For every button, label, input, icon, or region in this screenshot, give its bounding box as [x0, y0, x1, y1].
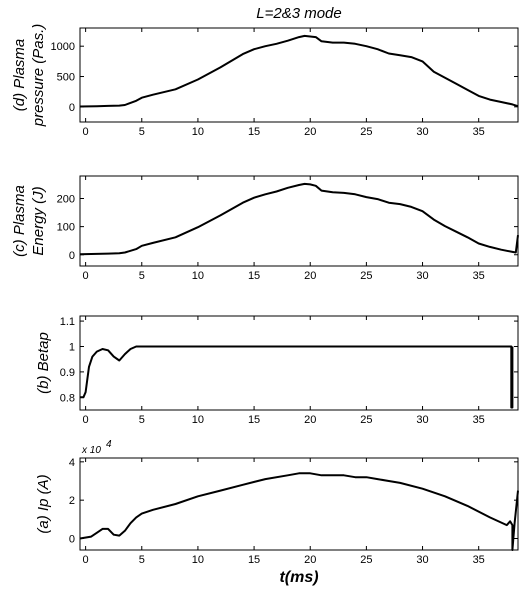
x-tick-label: 10	[192, 270, 204, 282]
x-tick-label: 5	[139, 414, 145, 426]
y-tick-label: 0	[69, 250, 75, 262]
y-tick-label: 0.9	[60, 367, 75, 379]
y-axis-label: Energy (J)	[30, 186, 47, 255]
series-line-d	[79, 34, 519, 108]
x-tick-label: 25	[360, 270, 372, 282]
x-tick-label: 0	[83, 270, 89, 282]
x-axis-label: t(ms)	[279, 569, 318, 586]
y-tick-label: 0	[69, 534, 75, 546]
y-tick-label: 1000	[51, 41, 75, 53]
y-tick-label: 1	[69, 341, 75, 353]
x-tick-label: 10	[192, 126, 204, 138]
x-tick-label: 15	[248, 270, 260, 282]
x-tick-label: 10	[192, 554, 204, 566]
x-tick-label: 35	[473, 554, 485, 566]
plot-frame-c	[79, 175, 519, 267]
x-tick-label: 25	[360, 554, 372, 566]
y-axis-label: (c) Plasma	[11, 185, 28, 257]
x-tick-label: 35	[473, 414, 485, 426]
x-tick-label: 10	[192, 414, 204, 426]
x-tick-label: 15	[248, 414, 260, 426]
y-exponent-power: 4	[106, 439, 112, 450]
x-tick-label: 25	[360, 126, 372, 138]
panel-d: 0 5 10 15 20 25 30 35 0 500 1000 (d) Plasma pressure…	[11, 5, 519, 138]
x-tick-label: 20	[304, 126, 316, 138]
y-axis-label: (a) Ip (A)	[35, 474, 52, 533]
x-tick-label: 35	[473, 126, 485, 138]
series-line-b	[80, 345, 514, 409]
x-tick-label: 20	[304, 270, 316, 282]
x-tick-label: 20	[304, 414, 316, 426]
plot-frame-d	[79, 27, 519, 123]
x-tick-label: 0	[83, 414, 89, 426]
series-line-a	[79, 472, 519, 551]
y-exponent-label: x 10	[81, 445, 101, 456]
x-tick-label: 0	[83, 554, 89, 566]
x-tick-label: 30	[416, 414, 428, 426]
plot-frame-a	[79, 457, 519, 551]
panel-a: 0 5 10 15 20 25 30 35 0 2 4 (a) Ip (A) x 10 4 t(ms)	[35, 439, 519, 586]
y-tick-label: 1.1	[60, 316, 75, 328]
y-axis-label: (b) Betap	[35, 332, 52, 394]
y-tick-label: 100	[57, 222, 75, 234]
y-axis-label: (d) Plasma	[11, 39, 28, 112]
panel-c: 0 5 10 15 20 25 30 35 0 100 200 (c) Plasma Energy (J…	[11, 175, 519, 282]
x-tick-label: 30	[416, 270, 428, 282]
y-tick-label: 200	[57, 194, 75, 206]
x-tick-label: 20	[304, 554, 316, 566]
y-axis-label: pressure (Pas.)	[30, 24, 47, 128]
x-tick-label: 5	[139, 270, 145, 282]
x-tick-label: 15	[248, 554, 260, 566]
series-line-c	[79, 182, 519, 256]
chart-title: L=2&3 mode	[256, 5, 341, 22]
y-tick-label: 2	[69, 495, 75, 507]
panel-b: 0 5 10 15 20 25 30 35 0.8 0.9 1 1.1 (b) Betap	[35, 315, 519, 426]
x-tick-label: 30	[416, 554, 428, 566]
x-tick-label: 15	[248, 126, 260, 138]
y-tick-label: 0.8	[60, 392, 75, 404]
x-tick-label: 25	[360, 414, 372, 426]
x-tick-label: 35	[473, 270, 485, 282]
y-tick-label: 4	[69, 457, 75, 469]
x-tick-label: 5	[139, 554, 145, 566]
x-tick-label: 30	[416, 126, 428, 138]
y-tick-label: 0	[69, 102, 75, 114]
x-tick-label: 5	[139, 126, 145, 138]
plot-frame-b	[79, 315, 519, 411]
x-tick-label: 0	[83, 126, 89, 138]
y-tick-label: 500	[57, 72, 75, 84]
